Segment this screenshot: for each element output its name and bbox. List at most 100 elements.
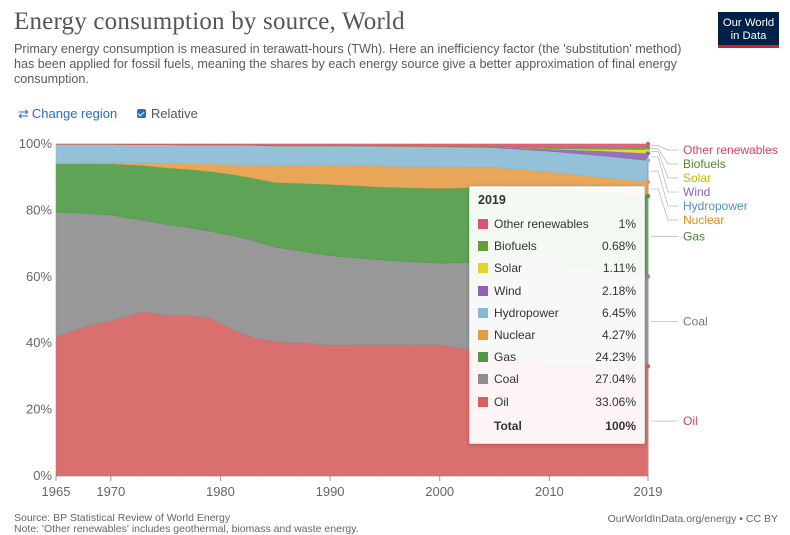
y-tick-label: 20% <box>26 402 52 417</box>
change-region-label: Change region <box>31 106 118 121</box>
tooltip-row-hydropower: Hydropower 6.45% <box>478 302 636 324</box>
tooltip-total-value: 100% <box>605 418 636 433</box>
tooltip-series-name: Nuclear <box>494 328 536 343</box>
tooltip-series-name: Biofuels <box>494 239 537 254</box>
tooltip-series-cell: Biofuels <box>478 235 594 257</box>
series-label-coal[interactable]: Coal <box>683 314 708 328</box>
series-labels[interactable]: Other renewablesBiofuelsSolarWindHydropo… <box>651 143 778 428</box>
tooltip-series-name: Wind <box>494 283 522 298</box>
owid-logo[interactable]: Our World in Data <box>718 12 779 48</box>
tooltip-series-name: Gas <box>494 350 517 365</box>
tooltip-series-name: Other renewables <box>494 217 589 232</box>
tooltip-row-biofuels: Biofuels 0.68% <box>478 235 636 257</box>
tooltip-series-cell: Gas <box>478 346 594 368</box>
hover-dots <box>645 141 651 369</box>
y-tick-label: 80% <box>26 202 52 217</box>
label-connector <box>651 156 678 193</box>
y-tick-label: 0% <box>33 468 52 483</box>
series-label-other-renewables[interactable]: Other renewables <box>683 143 778 157</box>
tooltip-swatch <box>478 263 488 274</box>
tooltip-series-cell: Wind <box>478 280 594 302</box>
tooltip-series-value: 4.27% <box>601 328 636 343</box>
hover-dot-wind <box>645 151 651 156</box>
tooltip-swatch <box>478 396 488 407</box>
tooltip-series-cell: Oil <box>478 391 594 413</box>
series-label-gas[interactable]: Gas <box>683 229 705 243</box>
tooltip-swatch <box>478 307 488 318</box>
x-tick-label: 1990 <box>316 484 345 499</box>
tooltip-total-row: Total 100% <box>478 413 636 437</box>
tooltip-swatch <box>478 352 488 363</box>
tooltip-series-name: Hydropower <box>494 305 559 320</box>
logo-line-2: in Data <box>730 30 767 42</box>
tooltip-row-nuclear: Nuclear 4.27% <box>478 324 636 346</box>
source-note: Source: BP Statistical Review of World E… <box>14 513 359 535</box>
tooltip-table: Other renewables 1% Biofuels 0.68% Solar 1.11… <box>478 213 636 437</box>
series-label-nuclear[interactable]: Nuclear <box>683 213 724 227</box>
x-tick-label: 1970 <box>96 484 125 499</box>
tooltip-swatch <box>478 374 488 385</box>
tooltip-series-value: 1% <box>618 217 636 232</box>
chart-title: Energy consumption by source, World <box>14 8 405 35</box>
tooltip-row-gas: Gas 24.23% <box>478 346 636 368</box>
tooltip-swatch <box>478 241 488 252</box>
tooltip-series-value: 0.68% <box>601 239 636 254</box>
hover-dot-other-renewables <box>645 141 651 147</box>
label-connector <box>651 188 678 221</box>
tooltip-swatch <box>478 330 488 341</box>
label-connector <box>651 145 678 151</box>
y-tick-label: 40% <box>26 335 52 350</box>
source-url[interactable]: OurWorldInData.org/energy • CC BY <box>607 513 778 525</box>
tooltip-series-value: 6.45% <box>601 305 636 320</box>
hover-dot-gas <box>645 193 651 199</box>
series-label-biofuels[interactable]: Biofuels <box>683 157 726 171</box>
hover-dot-nuclear <box>645 179 651 185</box>
tooltip-series-cell: Nuclear <box>478 324 594 346</box>
x-tick-label: 1980 <box>206 484 235 499</box>
y-axis-ticks: 0% 20% 40% 60% 80% 100% <box>19 136 53 483</box>
tooltip-series-value: 2.18% <box>601 283 636 298</box>
label-connector <box>651 151 678 179</box>
tooltip-row-solar: Solar 1.11% <box>478 257 636 279</box>
tooltip-row-other-renewables: Other renewables 1% <box>478 213 636 235</box>
tooltip-series-name: Solar <box>494 261 523 276</box>
tooltip-series-cell: Other renewables <box>478 213 594 235</box>
source-text: Source: BP Statistical Review of World E… <box>14 512 231 524</box>
label-connector <box>651 170 678 207</box>
tooltip-swatch <box>478 219 488 230</box>
chart-controls: ⇄ Change region Relative <box>18 106 198 122</box>
tooltip-series-value: 24.23% <box>595 350 636 365</box>
chart-subtitle: Primary energy consumption is measured i… <box>14 42 682 86</box>
y-tick-label: 60% <box>26 269 52 284</box>
x-axis-ticks: 1965 1970 1980 1990 2000 2010 2019 <box>42 476 663 499</box>
relative-checkbox[interactable] <box>136 109 146 118</box>
x-tick-label: 1965 <box>42 484 71 499</box>
tooltip-series-name: Oil <box>494 394 509 409</box>
tooltip-series-value: 33.06% <box>595 394 636 409</box>
tooltip-series-cell: Hydropower <box>478 302 594 324</box>
tooltip-year: 2019 <box>478 193 506 207</box>
tooltip-series-name: Coal <box>494 372 519 387</box>
tooltip-total-label: Total <box>494 418 522 433</box>
hover-dot-coal <box>645 274 651 279</box>
series-label-hydropower[interactable]: Hydropower <box>683 199 748 213</box>
change-region-button[interactable]: ⇄ Change region <box>18 106 117 121</box>
tooltip-row-coal: Coal 27.04% <box>478 368 636 390</box>
tooltip-series-value: 27.04% <box>595 372 636 387</box>
hover-dot-hydropower <box>645 158 651 163</box>
x-tick-label: 2019 <box>634 484 663 499</box>
note-text: Note: 'Other renewables' includes geothe… <box>14 523 359 535</box>
series-label-wind[interactable]: Wind <box>683 185 710 199</box>
relative-label: Relative <box>150 106 198 121</box>
tooltip-row-oil: Oil 33.06% <box>478 391 636 413</box>
tooltip: 2019 Other renewables 1% Biofuels 0.68% Sola… <box>469 186 645 444</box>
logo-line-1: Our World <box>722 17 775 29</box>
series-label-oil[interactable]: Oil <box>683 414 698 428</box>
x-tick-label: 2010 <box>535 484 564 499</box>
series-label-solar[interactable]: Solar <box>683 171 711 185</box>
swap-arrows-icon: ⇄ <box>18 106 29 121</box>
y-tick-label: 100% <box>19 136 53 151</box>
tooltip-series-value: 1.11% <box>602 261 636 276</box>
relative-toggle[interactable]: Relative <box>136 106 198 121</box>
